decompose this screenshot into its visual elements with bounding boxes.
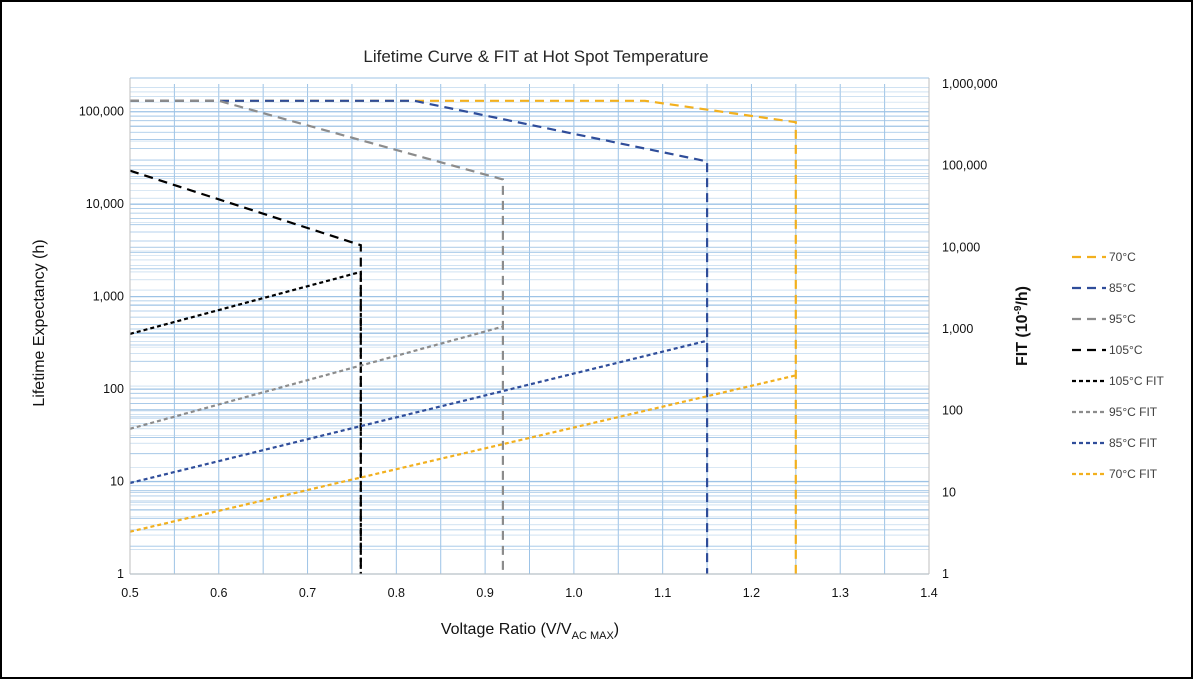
legend-label: 95°C	[1109, 312, 1136, 326]
y2-axis-label-main: FIT (10	[1014, 314, 1031, 366]
y2-tick-label: 1,000	[942, 322, 973, 336]
series-line	[129, 270, 362, 574]
x-axis-label-sub: AC MAX	[572, 630, 615, 642]
legend-label: 105°C	[1109, 343, 1143, 357]
y2-tick-label: 10	[942, 485, 956, 499]
series-line	[129, 169, 362, 574]
x-tick-label: 0.8	[388, 586, 405, 600]
y2-axis-label-close: /h)	[1014, 286, 1031, 306]
legend-label: 70°C FIT	[1109, 467, 1158, 481]
x-tick-label: 1.1	[654, 586, 671, 600]
series-line	[129, 325, 504, 430]
series-line	[129, 374, 797, 533]
x-tick-label: 0.7	[299, 586, 316, 600]
y-tick-label: 1	[117, 567, 124, 581]
series-line	[129, 339, 708, 485]
x-tick-label: 1.4	[920, 586, 937, 600]
x-tick-label: 0.9	[476, 586, 493, 600]
y2-tick-label: 100	[942, 404, 963, 418]
series-line	[130, 99, 709, 574]
grid	[129, 77, 930, 575]
y-tick-label: 100,000	[79, 105, 124, 119]
legend-label: 85°C FIT	[1109, 436, 1158, 450]
y2-tick-label: 100,000	[942, 159, 987, 173]
y2-axis-label: FIT (10-9/h)	[1013, 286, 1031, 366]
x-axis-label-close: )	[614, 621, 619, 638]
y2-tick-label: 10,000	[942, 240, 980, 254]
legend-label: 70°C	[1109, 250, 1136, 264]
x-tick-label: 1.0	[565, 586, 582, 600]
legend: 70°C 85°C 95°C 105°C 105°C FIT 95°C FIT 85°C F…	[1072, 250, 1164, 481]
x-tick-label: 1.3	[832, 586, 849, 600]
y-tick-label: 1,000	[93, 290, 124, 304]
x-tick-label: 0.6	[210, 586, 227, 600]
y2-axis-label-sup: -9	[1013, 305, 1024, 314]
legend-label: 105°C FIT	[1109, 374, 1164, 388]
x-axis-label: Voltage Ratio (V/VAC MAX)	[441, 621, 619, 642]
y-tick-label: 10,000	[86, 197, 124, 211]
legend-label: 85°C	[1109, 281, 1136, 295]
x-axis-label-main: Voltage Ratio (V/V	[441, 621, 572, 638]
series-layer	[129, 99, 797, 574]
y2-tick-label: 1	[942, 567, 949, 581]
legend-label: 95°C FIT	[1109, 405, 1158, 419]
y-tick-label: 100	[103, 382, 124, 396]
chart-title: Lifetime Curve & FIT at Hot Spot Tempera…	[363, 47, 708, 66]
x-tick-label: 0.5	[121, 586, 138, 600]
x-tick-label: 1.2	[743, 586, 760, 600]
y-axis-label: Lifetime Expectancy (h)	[31, 239, 48, 406]
axes: 0.5 0.6 0.7 0.8 0.9 1.0 1.1 1.2 1.3 1.4 1 10 100 1,00…	[79, 77, 998, 600]
y2-tick-label: 1,000,000	[942, 77, 998, 91]
y-tick-label: 10	[110, 475, 124, 489]
